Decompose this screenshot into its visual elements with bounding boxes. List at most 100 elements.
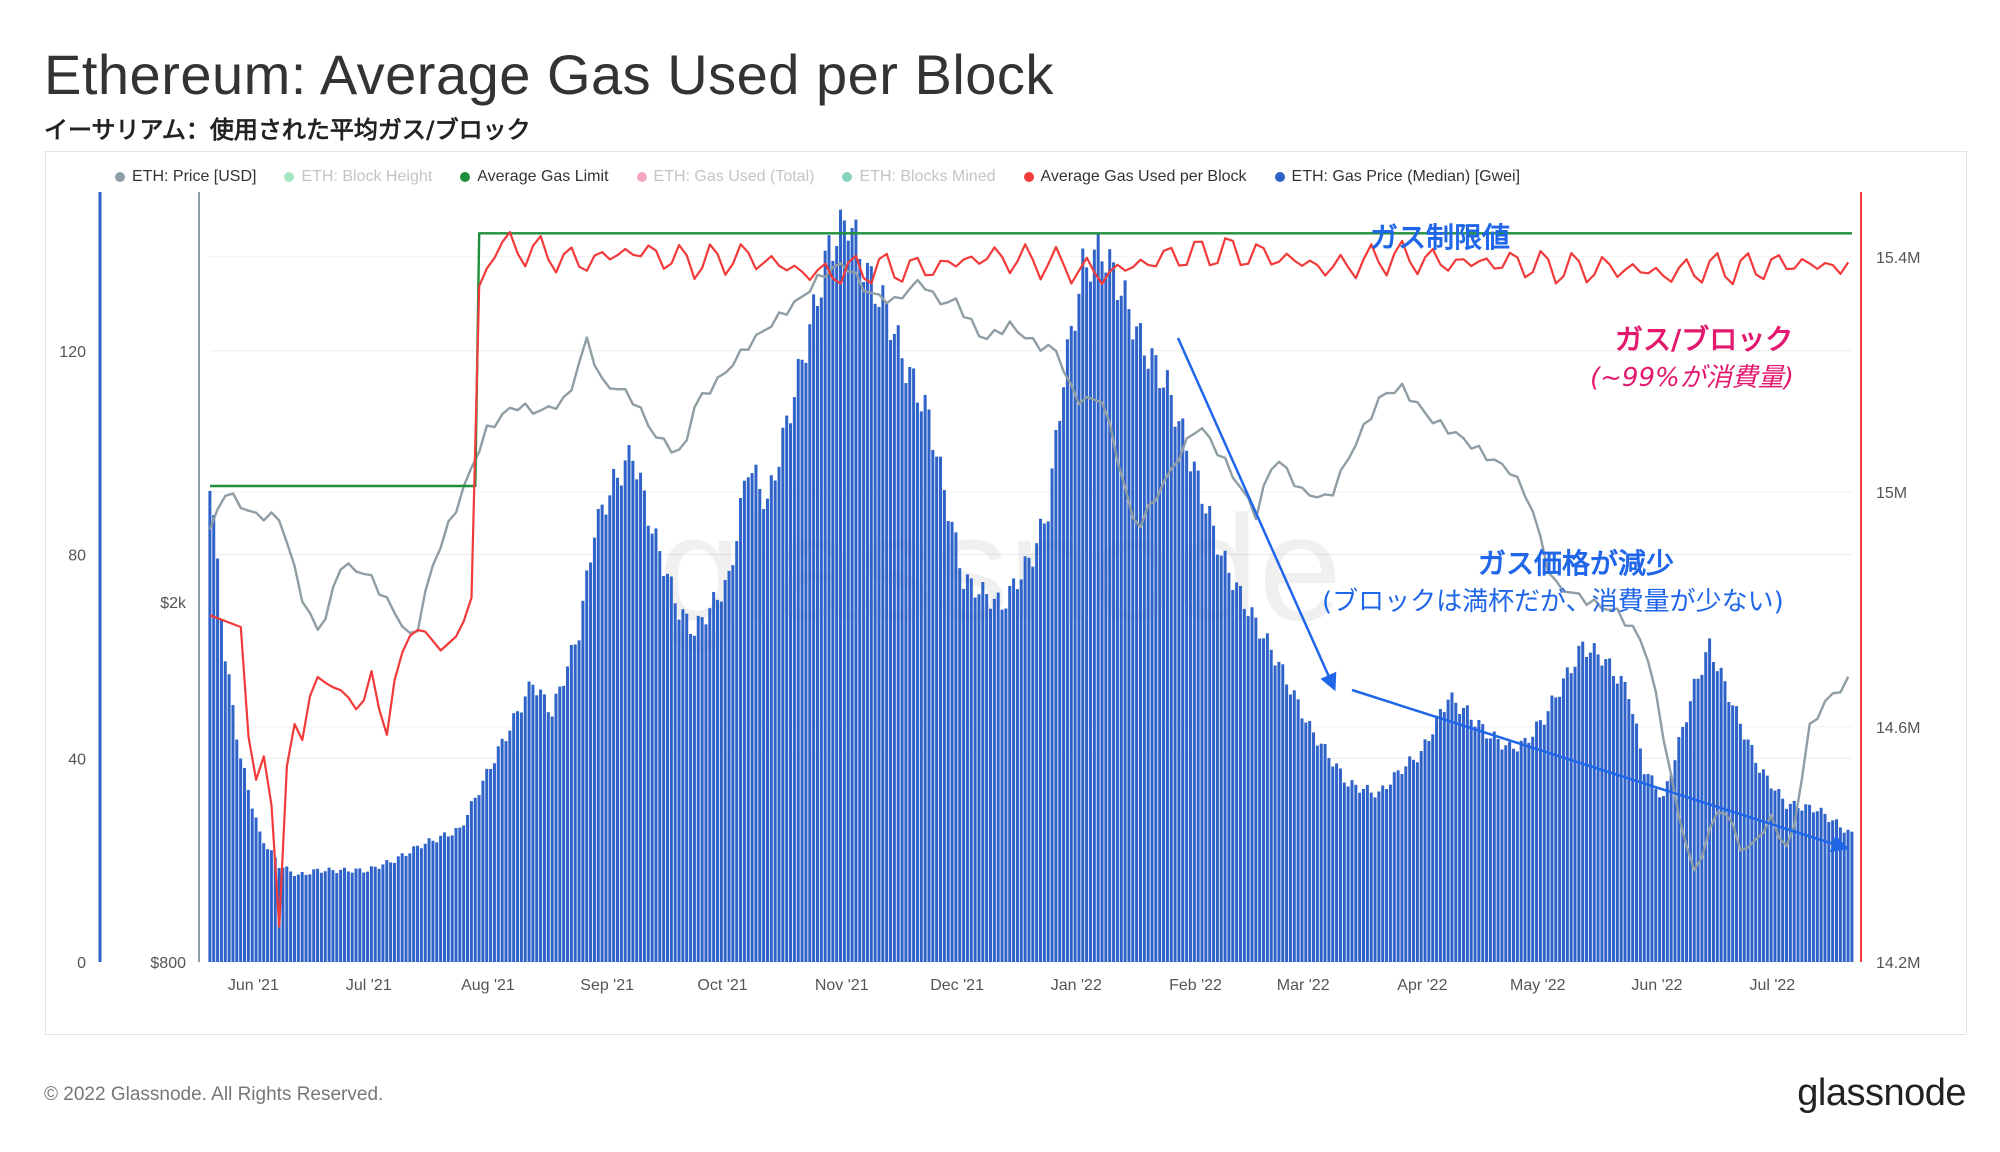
- gas-price-bar: [831, 260, 835, 962]
- gas-price-bar: [789, 423, 793, 963]
- gas-price-bar: [1588, 652, 1592, 962]
- gas-price-bar: [1131, 339, 1135, 962]
- gas-price-bar: [569, 645, 573, 962]
- gas-price-bar: [419, 848, 423, 962]
- gas-price-bar: [1608, 658, 1612, 962]
- gas-price-bar: [458, 827, 462, 962]
- gas-price-bar: [754, 464, 758, 962]
- gas-price-bar: [369, 866, 373, 962]
- legend-item[interactable]: ETH: Gas Price (Median) [Gwei]: [1274, 168, 1520, 186]
- gas-price-bar: [381, 864, 385, 962]
- gas-price-bar: [1081, 248, 1085, 962]
- gas-price-bar: [600, 504, 604, 962]
- gas-price-bar: [1004, 608, 1008, 962]
- gas-price-bar: [1035, 543, 1039, 962]
- legend-item[interactable]: Average Gas Used per Block: [1023, 168, 1247, 186]
- gas-price-bar: [823, 250, 827, 963]
- gas-price-bar: [1538, 720, 1542, 962]
- gas-price-bar: [412, 846, 416, 962]
- gas-price-bar: [1065, 339, 1069, 962]
- gas-price-bar: [1169, 395, 1173, 962]
- gas-price-tick-label: 40: [68, 751, 86, 768]
- gas-price-bar: [1173, 426, 1177, 962]
- gas-price-bar: [235, 739, 239, 962]
- gas-price-bar: [981, 581, 985, 962]
- gas-price-bar: [262, 843, 266, 962]
- gas-price-bar: [1758, 772, 1762, 962]
- gas-price-bar: [696, 615, 700, 962]
- gas-price-bar: [969, 578, 973, 962]
- gas-price-bar: [558, 686, 562, 962]
- legend-item[interactable]: Average Gas Limit: [460, 168, 609, 186]
- gas-price-bar: [1692, 678, 1696, 962]
- gas-price-bar: [1038, 518, 1042, 962]
- gas-price-bar: [1773, 790, 1777, 962]
- gas-price-bar: [904, 383, 908, 962]
- gas-price-bar: [231, 705, 235, 962]
- gas-price-bar: [531, 684, 535, 962]
- gas-price-bar: [1596, 654, 1600, 962]
- gas-price-bar: [254, 817, 258, 962]
- annotation-gas-per-block: ガス/ブロック: [1615, 323, 1794, 356]
- chart-panel: [45, 151, 1967, 1035]
- gas-price-bar: [1000, 609, 1004, 962]
- gas-price-bar: [354, 868, 358, 962]
- gas-price-bar: [1419, 751, 1423, 962]
- gas-price-bar: [1469, 719, 1473, 962]
- gas-per-block-tick-label: 14.2M: [1876, 955, 1920, 972]
- gas-price-bar: [1569, 673, 1573, 962]
- gas-price-bar: [673, 603, 677, 962]
- gas-price-bar: [835, 246, 839, 962]
- legend-item[interactable]: ETH: Blocks Mined: [842, 168, 996, 186]
- gas-price-bar: [1650, 775, 1654, 962]
- series-lines: [208, 231, 1852, 928]
- gas-price-bar: [627, 445, 631, 963]
- x-tick-label: Nov '21: [815, 977, 869, 994]
- x-tick-label: Oct '21: [697, 977, 747, 994]
- gas-price-bar: [1104, 272, 1108, 962]
- gas-per-block-tick-label: 15M: [1876, 485, 1907, 502]
- gas-price-bar: [1635, 723, 1639, 962]
- gas-price-bar: [1212, 525, 1216, 962]
- legend-item[interactable]: ETH: Block Height: [284, 168, 432, 186]
- gas-price-bar: [316, 868, 320, 962]
- gas-price-bar: [504, 741, 508, 962]
- gas-price-bar: [1046, 521, 1050, 962]
- gas-price-bar: [450, 835, 454, 962]
- gas-price-bar: [227, 674, 231, 962]
- gas-price-bar: [619, 485, 623, 962]
- gas-price-bar: [727, 570, 731, 962]
- gas-price-bar: [662, 575, 666, 962]
- gas-price-bar: [616, 477, 620, 962]
- gas-price-bar: [1700, 674, 1704, 962]
- gas-price-bar: [650, 533, 654, 962]
- gas-price-bar: [785, 415, 789, 963]
- gas-price-bar: [1835, 819, 1839, 962]
- gas-price-bar: [492, 763, 496, 962]
- gas-price-bar: [992, 598, 996, 962]
- x-tick-label: Jan '22: [1051, 977, 1102, 994]
- gas-price-bar: [804, 362, 808, 963]
- gas-price-bar: [1523, 737, 1527, 962]
- gas-price-bar: [516, 711, 520, 962]
- annotation-arrow: [1351, 688, 1850, 853]
- gas-price-bar: [1154, 355, 1158, 962]
- gas-price-bar: [1792, 800, 1796, 962]
- legend-item[interactable]: ETH: Price [USD]: [115, 168, 256, 186]
- gas-price-bar: [1435, 715, 1439, 962]
- gas-price-bar: [373, 866, 377, 962]
- legend-item[interactable]: ETH: Gas Used (Total): [636, 168, 814, 186]
- gas-price-bar: [1354, 784, 1358, 962]
- gas-price-bar: [469, 801, 473, 962]
- gas-price-bar: [1561, 678, 1565, 962]
- gas-price-bar: [1300, 718, 1304, 962]
- gas-price-bar: [1842, 832, 1846, 962]
- gas-price-bar: [689, 633, 693, 962]
- gas-price-bar: [439, 835, 443, 962]
- gas-price-bar: [431, 840, 435, 962]
- gas-price-bar: [1785, 808, 1789, 962]
- gas-price-bar: [700, 617, 704, 962]
- gas-price-bar: [1754, 762, 1758, 962]
- gas-price-bar: [912, 368, 916, 962]
